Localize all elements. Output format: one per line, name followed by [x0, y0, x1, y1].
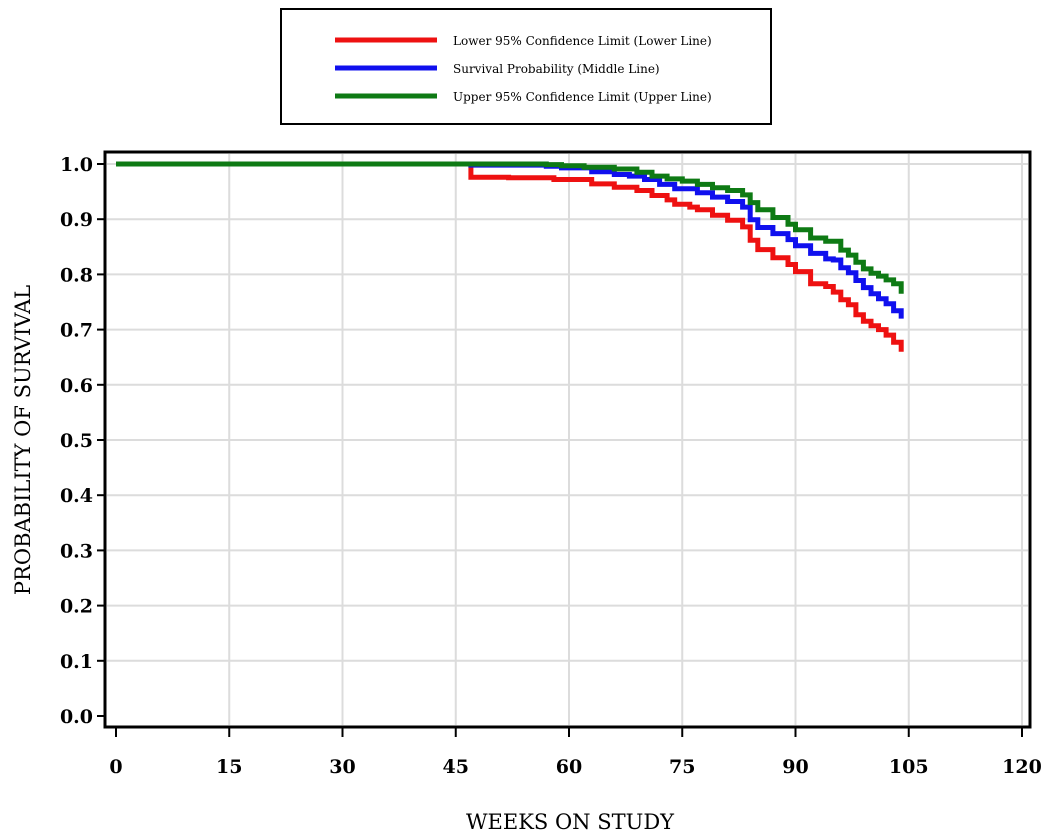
lower-confidence-line [116, 161, 904, 352]
y-tick-label: 0.3 [60, 540, 93, 562]
x-tick-label: 30 [329, 756, 355, 778]
legend: Lower 95% Confidence Limit (Lower Line) … [280, 8, 772, 125]
legend-label-lower: Lower 95% Confidence Limit (Lower Line) [453, 34, 712, 48]
legend-label-upper: Upper 95% Confidence Limit (Upper Line) [453, 90, 712, 104]
x-tick-label: 120 [1002, 756, 1042, 778]
x-tick-label: 60 [556, 756, 582, 778]
series-group [116, 161, 904, 352]
x-tick-label: 90 [782, 756, 808, 778]
y-tick-label: 0.9 [60, 209, 93, 231]
x-tick-label: 105 [889, 756, 929, 778]
y-tick-label: 0.0 [60, 706, 93, 728]
y-tick-label: 0.8 [60, 264, 93, 286]
y-tick-label: 0.2 [60, 596, 93, 618]
grid [107, 154, 1028, 725]
y-tick-label: 1.0 [60, 154, 93, 176]
x-tick-label: 0 [109, 756, 122, 778]
y-tick-label: 0.7 [60, 320, 93, 342]
y-tick-label: 0.1 [60, 651, 93, 673]
x-axis-title: WEEKS ON STUDY [466, 810, 675, 834]
y-tick-label: 0.6 [60, 375, 93, 397]
y-tick-label: 0.4 [60, 485, 93, 507]
y-tick-label: 0.5 [60, 430, 93, 452]
y-axis-title: PROBABILITY OF SURVIVAL [11, 285, 35, 595]
axes: 0 15 30 45 60 75 90 105 120 0.0 0.1 0.2 0.3 0.4 0.5 0.6… [60, 154, 1042, 778]
x-tick-label: 45 [443, 756, 469, 778]
x-tick-label: 15 [216, 756, 242, 778]
x-tick-label: 75 [669, 756, 695, 778]
upper-confidence-line [116, 161, 904, 294]
legend-label-survival: Survival Probability (Middle Line) [453, 62, 660, 76]
survival-probability-line [116, 161, 904, 319]
